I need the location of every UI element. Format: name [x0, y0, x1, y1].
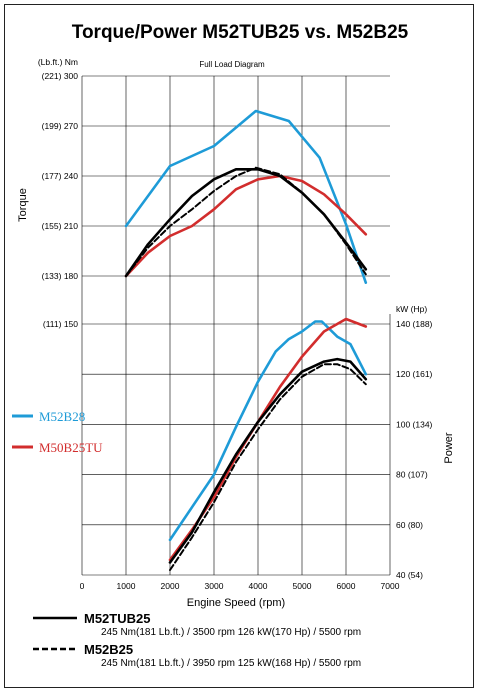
torque-line-m52b25 — [125, 166, 367, 277]
power-tick-label: 80 (107) — [396, 470, 428, 480]
legend-label-m52b25: M52B25 — [84, 642, 133, 657]
power-tick-label: 140 (188) — [396, 319, 433, 329]
x-tick-label: 2000 — [161, 581, 180, 591]
grid — [81, 75, 391, 576]
torque-tick-label: (199) 270 — [42, 121, 79, 131]
power-tick-label: 100 (134) — [396, 419, 433, 429]
torque-tick-label: (111) 150 — [43, 319, 78, 329]
torque-tick-label: (221) 300 — [42, 71, 79, 81]
legend-spec-m52b25: 245 Nm(181 Lb.ft.) / 3950 rpm 125 kW(168… — [101, 658, 361, 669]
chart-subtitle: Full Load Diagram — [199, 60, 265, 69]
x-tick-label: 6000 — [337, 581, 356, 591]
chart-frame — [4, 4, 474, 688]
legend-label-m50b25tu: M50B25TU — [39, 440, 103, 455]
x-tick-label: 1000 — [117, 581, 136, 591]
x-axis-title: Engine Speed (rpm) — [187, 597, 285, 609]
power-line-m52b28 — [168, 320, 368, 542]
power-tick-label: 120 (161) — [396, 369, 433, 379]
legend-spec-m52tub25: 245 Nm(181 Lb.ft.) / 3500 rpm 126 kW(170… — [101, 627, 361, 638]
torque-axis-unit: (Lb.ft.) Nm — [38, 57, 78, 67]
torque-tick-label: (155) 210 — [42, 221, 79, 231]
torque-tick-label: (133) 180 — [42, 271, 79, 281]
x-tick-label: 0 — [80, 581, 85, 591]
x-tick-label: 4000 — [249, 581, 268, 591]
power-line-m52b25 — [169, 363, 367, 571]
torque-line-m52b28 — [124, 109, 368, 284]
torque-axis-title: Torque — [17, 188, 29, 222]
power-axis-unit: kW (Hp) — [396, 304, 427, 314]
legend-label-m52tub25: M52TUB25 — [84, 611, 150, 626]
x-tick-label: 3000 — [205, 581, 224, 591]
power-axis-title: Power — [443, 432, 455, 464]
legend-label-m52b28: M52B28 — [39, 409, 85, 424]
torque-tick-label: (177) 240 — [42, 171, 79, 181]
power-tick-label: 40 (54) — [396, 570, 423, 580]
x-tick-label: 5000 — [293, 581, 312, 591]
x-tick-label: 7000 — [381, 581, 400, 591]
torque-line-m50b25tu — [124, 174, 368, 278]
power-tick-label: 60 (80) — [396, 520, 423, 530]
chart-title: Torque/Power M52TUB25 vs. M52B25 — [72, 22, 409, 43]
power-line-m52tub25 — [168, 357, 368, 564]
